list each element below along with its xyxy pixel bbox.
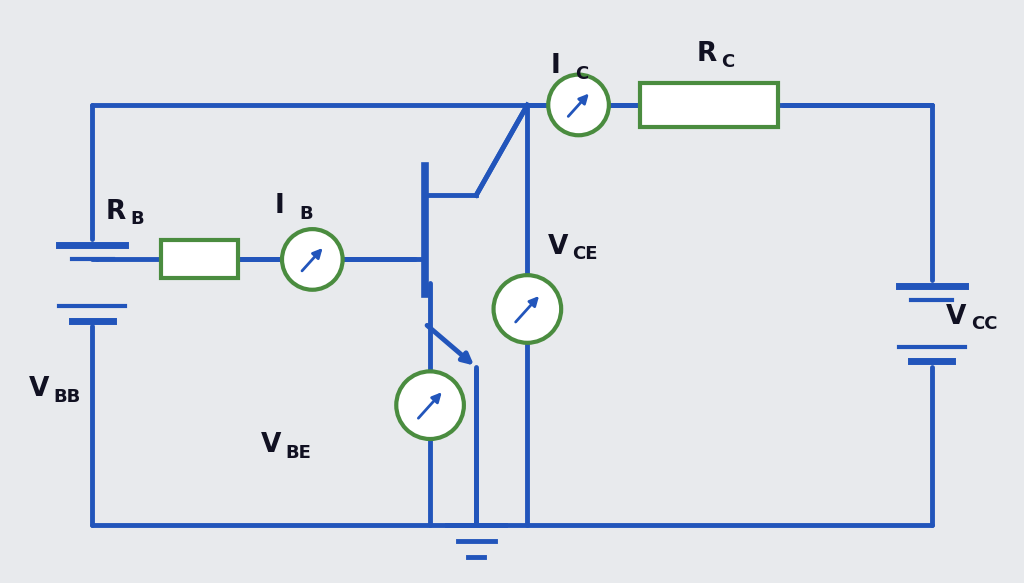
Text: I: I: [551, 53, 561, 79]
Text: R: R: [105, 199, 126, 224]
Text: V: V: [29, 377, 49, 402]
Ellipse shape: [396, 371, 464, 439]
Ellipse shape: [548, 75, 609, 135]
Text: V: V: [548, 234, 568, 259]
Text: B: B: [130, 210, 143, 229]
Text: BB: BB: [53, 388, 81, 406]
Text: BE: BE: [286, 444, 311, 462]
Text: V: V: [946, 304, 967, 329]
Bar: [162, 240, 238, 278]
Text: C: C: [575, 65, 589, 83]
Text: B: B: [299, 205, 312, 223]
Text: C: C: [721, 53, 734, 71]
Bar: [640, 83, 778, 127]
Text: V: V: [261, 432, 282, 458]
Ellipse shape: [494, 275, 561, 343]
Text: CE: CE: [572, 245, 598, 264]
Text: CC: CC: [971, 315, 997, 333]
Ellipse shape: [282, 229, 343, 290]
Text: R: R: [696, 41, 717, 67]
Text: I: I: [274, 193, 285, 219]
